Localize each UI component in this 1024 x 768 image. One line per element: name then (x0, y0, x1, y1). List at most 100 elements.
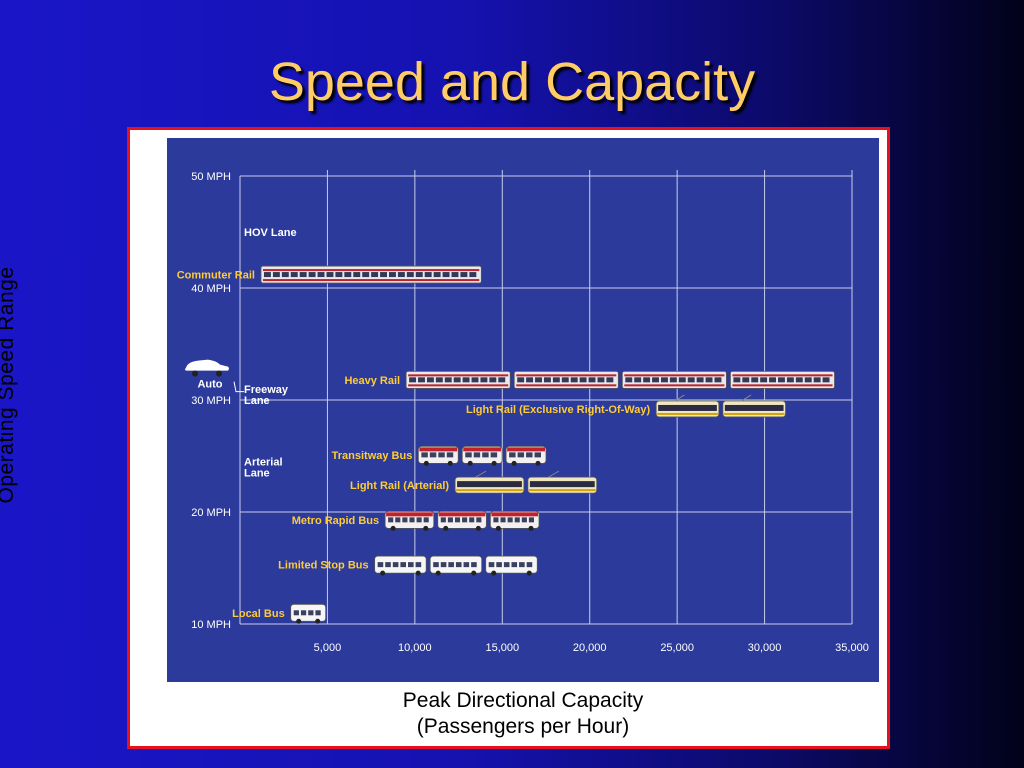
bus-window (503, 562, 510, 568)
bus-window (385, 562, 391, 568)
bus-window (447, 517, 453, 523)
bus-window (509, 452, 516, 458)
x-tick-label: 5,000 (314, 642, 342, 654)
mode-range-bar (655, 394, 786, 418)
railcar-window (687, 377, 695, 383)
x-tick-label: 20,000 (573, 642, 607, 654)
lrt-pantograph (475, 470, 487, 478)
bus-wheel (423, 460, 429, 466)
railcar-window (397, 272, 405, 278)
bus-wheel (423, 525, 429, 531)
x-axis-title-line-1: Peak Directional Capacity (402, 689, 644, 712)
railcar-window (733, 377, 741, 383)
railcar-window (822, 377, 830, 383)
bus-wheel (475, 525, 481, 531)
railcar-window (290, 272, 298, 278)
railcar-window (786, 377, 794, 383)
railcar-window (409, 377, 417, 383)
railcar-window (344, 272, 352, 278)
railcar-window (433, 272, 441, 278)
railcar-window (435, 377, 443, 383)
bus-wheel (435, 570, 441, 576)
bus-window (526, 562, 533, 568)
railcar-window (444, 377, 452, 383)
lrt-window-band (724, 404, 784, 411)
x-axis-title-line-2: (Passengers per Hour) (416, 715, 630, 738)
bus-window (462, 517, 468, 523)
bus-window (416, 517, 422, 523)
railcar-window (742, 377, 750, 383)
railcar-window (778, 377, 785, 383)
railcar-window (371, 272, 379, 278)
railcar-stripe (408, 374, 509, 377)
railcar-window (362, 272, 370, 278)
railcar-stripe (408, 384, 509, 387)
bus-wheel (390, 525, 396, 531)
railcar-window (795, 377, 803, 383)
mode-label: Light Rail (Arterial) (350, 480, 449, 492)
railcar-window (535, 377, 542, 383)
railcar-stripe (624, 374, 725, 377)
bus-window (429, 452, 437, 458)
railcar-window (389, 272, 396, 278)
railcar-window (498, 377, 506, 383)
bus-window (392, 562, 399, 568)
bus-window (438, 452, 445, 458)
y-tick-label: 40 MPH (191, 283, 231, 295)
x-tick-label: 15,000 (485, 642, 519, 654)
lane-label: Lane (244, 468, 270, 480)
bus-window (421, 452, 428, 458)
bus-window (415, 562, 422, 568)
bus-wheel (495, 525, 501, 531)
bus-roof-stripe (491, 512, 539, 517)
railcar-window (426, 377, 434, 383)
railcar-window (326, 272, 334, 278)
railcar-stripe (732, 384, 833, 387)
railcar-window (263, 272, 271, 278)
bus-window (514, 517, 520, 523)
bus-wheel (415, 570, 421, 576)
railcar-window (317, 272, 325, 278)
x-tick-label: 30,000 (748, 642, 782, 654)
bus-wheel (471, 570, 477, 576)
mode-range-bar (260, 265, 482, 284)
railcar-stripe (516, 384, 617, 387)
railcar-window (705, 377, 713, 383)
bus-window (446, 452, 454, 458)
railcar-window (669, 377, 677, 383)
railcar-window (760, 377, 768, 383)
x-axis-title: Peak Directional Capacity (Passengers pe… (167, 688, 879, 740)
bus-window (496, 562, 502, 568)
lane-label: Lane (244, 395, 270, 407)
railcar-window (281, 272, 289, 278)
bus-window (528, 517, 535, 523)
bus-window (476, 517, 482, 523)
lrt-pantograph (548, 470, 560, 478)
bus-window (402, 517, 408, 523)
railcar-stripe (732, 374, 833, 377)
railcar-window (588, 377, 596, 383)
bus-wheel (511, 460, 517, 466)
bus-window (488, 562, 495, 568)
bus-window (433, 562, 439, 568)
bus-window (454, 517, 461, 523)
mode-range-bar (454, 470, 598, 494)
x-tick-label: 35,000 (835, 642, 869, 654)
bus-wheel (315, 618, 321, 624)
railcar-window (453, 377, 461, 383)
bus-wheel (447, 460, 453, 466)
railcar-window (480, 377, 488, 383)
auto-pointer (233, 381, 244, 393)
bus-wheel (467, 460, 473, 466)
bus-window (448, 562, 454, 568)
auto-label: Auto (197, 379, 222, 391)
bus-window (521, 517, 527, 523)
bus-window (471, 562, 477, 568)
bus-window (440, 562, 447, 568)
car-wheel (216, 370, 222, 377)
bus-wheel (491, 460, 497, 466)
lrt-stripe (456, 489, 523, 492)
railcar-window (678, 377, 686, 383)
bus-window (455, 562, 462, 568)
